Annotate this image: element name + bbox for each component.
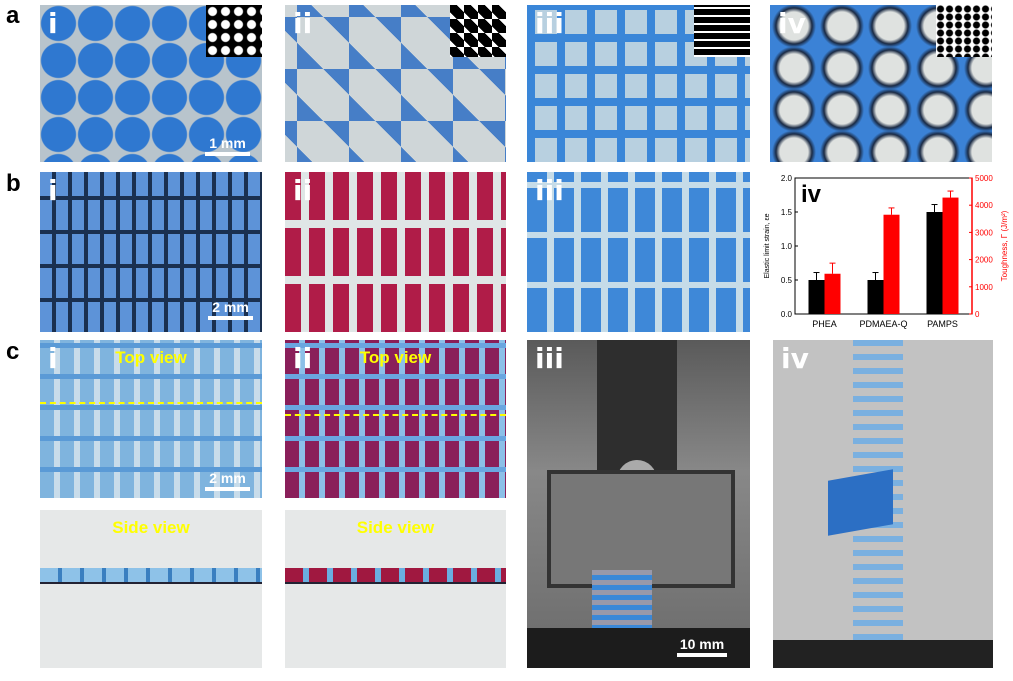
x-tick-label: PHEA (812, 319, 837, 329)
section-line (285, 414, 506, 416)
y-right-tick-label: 3000 (975, 228, 993, 237)
photo-c-i-top: i Top view 2 mm (40, 340, 262, 498)
roman-label: ii (293, 174, 313, 207)
scale-bar-label: 1 mm (209, 135, 246, 151)
roman-label: ii (293, 7, 313, 40)
roman-label: i (48, 342, 58, 375)
roman-label: ii (293, 342, 313, 375)
photo-a-iii: iii (527, 5, 750, 162)
bar-PAMPS (942, 197, 959, 314)
inset-pattern (206, 5, 262, 57)
inset-pattern (450, 5, 506, 57)
bar-PDMAEA-Q (867, 280, 884, 314)
photo-a-i: i 1 mm (40, 5, 262, 162)
y-tick-label: 1.0 (781, 242, 793, 251)
y-right-tick-label: 5000 (975, 174, 993, 183)
roman-label: iii (535, 7, 564, 40)
photo-c-iv: iv (773, 340, 993, 668)
x-tick-label: PAMPS (927, 319, 958, 329)
section-line (40, 402, 262, 404)
y-right-tick-label: 2000 (975, 256, 993, 265)
photo-b-ii: ii (285, 172, 506, 332)
panel-label-c: c (6, 338, 20, 365)
y-right-tick-label: 4000 (975, 201, 993, 210)
roman-label: i (48, 7, 58, 40)
side-view-label: Side view (356, 518, 435, 537)
y-right-axis-label: Toughness, Γ (J/m²) (1000, 210, 1009, 281)
scale-bar-label: 10 mm (679, 636, 725, 652)
roman-label: iv (781, 342, 809, 375)
roman-label: iii (535, 342, 564, 375)
y-tick-label: 0.5 (781, 276, 793, 285)
y-tick-label: 1.5 (781, 208, 793, 217)
y-axis-label: Elastic limit strain, εe (764, 213, 771, 278)
scale-bar: 2 mm (208, 299, 253, 320)
panel-label-b: b (6, 170, 21, 197)
y-tick-label: 0.0 (781, 310, 793, 319)
chart-panel-label: iv (801, 181, 822, 208)
chart-b-iv: 0.0 0.5 1.0 1.5 2.0 0 1000 2000 3000 4000 5000 PHEA… (764, 174, 1009, 329)
panel-label-a: a (6, 2, 20, 29)
photo-a-iv: iv (770, 5, 992, 162)
scale-bar: 2 mm (205, 470, 250, 491)
roman-label: i (48, 174, 58, 207)
inset-pattern (936, 5, 992, 57)
photo-a-ii: ii (285, 5, 506, 162)
inset-pattern (694, 5, 750, 57)
top-view-label: Top view (115, 348, 187, 367)
photo-b-iii: iii (527, 172, 750, 332)
scale-bar: 1 mm (205, 135, 250, 156)
y-tick-label: 2.0 (781, 174, 793, 183)
photo-c-ii-top: ii Top view (285, 340, 506, 498)
roman-label: iv (778, 7, 806, 40)
side-view-label: Side view (112, 518, 190, 537)
bar-PDMAEA-Q (883, 214, 900, 314)
photo-c-i-side: Side view (40, 510, 262, 668)
scale-bar: 10 mm (677, 636, 727, 657)
bar-PAMPS (926, 212, 943, 314)
top-view-label: Top view (359, 348, 432, 367)
bar-PHEA (824, 273, 841, 314)
roman-label: iii (535, 174, 564, 207)
y-right-tick-label: 1000 (975, 283, 993, 292)
photo-c-iii: iii 10 mm (527, 340, 750, 668)
bar-PHEA (808, 280, 825, 314)
scale-bar-label: 2 mm (212, 299, 249, 315)
photo-c-ii-side: Side view (285, 510, 506, 668)
photo-b-i: i 2 mm (40, 172, 262, 332)
scale-bar-label: 2 mm (209, 470, 246, 486)
x-tick-label: PDMAEA-Q (859, 319, 907, 329)
y-right-tick-label: 0 (975, 310, 980, 319)
